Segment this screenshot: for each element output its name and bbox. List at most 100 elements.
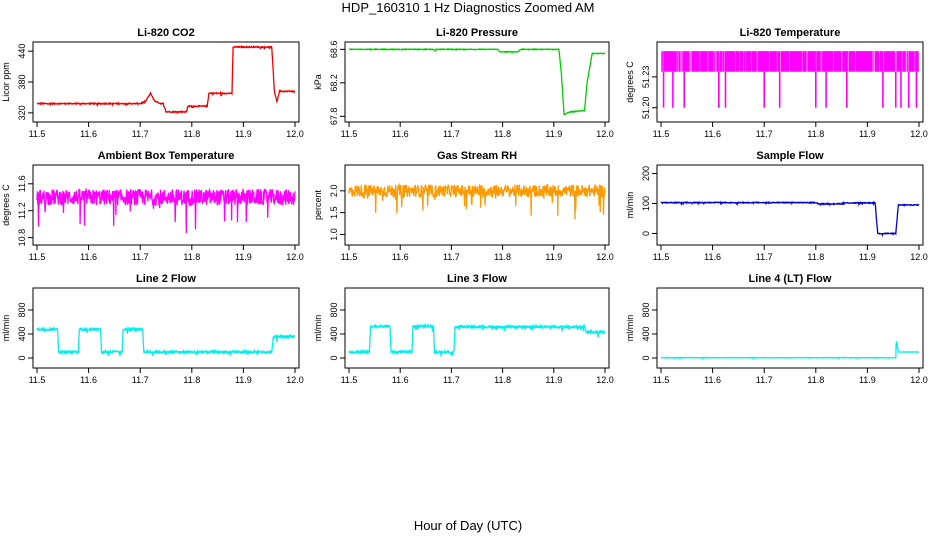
- x-tick-label: 11.8: [807, 129, 824, 139]
- y-axis-label: kPa: [313, 74, 323, 90]
- panel-title: Li-820 Pressure: [436, 27, 518, 39]
- y-tick-label: 11.2: [17, 202, 27, 219]
- x-tick-label: 11.9: [859, 375, 876, 385]
- plot-frame: [344, 287, 610, 369]
- series-line-1: [36, 44, 296, 115]
- panel-title: Line 3 Flow: [447, 273, 507, 285]
- x-tick-label: 11.6: [704, 252, 721, 262]
- panel-title: Line 2 Flow: [136, 273, 196, 285]
- y-tick-label: 11.6: [17, 175, 27, 192]
- panel-title: Line 4 (LT) Flow: [749, 273, 832, 285]
- x-tick-label: 11.8: [494, 252, 511, 262]
- x-tick-label: 11.9: [859, 129, 876, 139]
- x-tick-label: 11.7: [132, 252, 149, 262]
- x-tick-label: 11.5: [653, 375, 670, 385]
- y-tick-label: 0: [641, 231, 651, 236]
- x-tick-label: 11.8: [183, 252, 200, 262]
- y-axis-label: ml/min: [1, 315, 11, 342]
- y-axis-label: percent: [313, 189, 323, 220]
- x-tick-label: 12.0: [596, 375, 614, 385]
- x-tick-label: 11.7: [756, 252, 773, 262]
- x-tick-label: 11.5: [341, 252, 358, 262]
- series-line-1: [660, 200, 920, 238]
- x-tick-label: 11.9: [235, 375, 252, 385]
- x-tick-label: 12.0: [286, 252, 304, 262]
- panel-7: Line 2 Flow ml/min 11.5 11.6 11.7 11.8 11.9 12.…: [1, 273, 304, 385]
- series-band: [661, 51, 919, 72]
- x-tick-label: 12.0: [596, 129, 614, 139]
- x-tick-label: 11.8: [183, 375, 200, 385]
- y-tick-label: 400: [17, 326, 27, 341]
- panel-title: Sample Flow: [756, 150, 824, 162]
- x-tick-label: 11.8: [807, 375, 824, 385]
- series-line-1: [348, 182, 606, 220]
- y-tick-label: 0: [641, 355, 651, 360]
- plot-frame: [32, 164, 300, 246]
- series-line-1: [36, 187, 296, 234]
- plot-frame: [344, 164, 610, 246]
- y-tick-label: 1.0: [329, 228, 339, 241]
- x-tick-label: 11.5: [341, 129, 358, 139]
- y-tick-label: 2.0: [329, 185, 339, 198]
- x-tick-label: 12.0: [286, 129, 304, 139]
- x-tick-label: 11.7: [443, 129, 460, 139]
- y-tick-label: 51.20: [641, 96, 651, 119]
- panel-8: Line 3 Flow ml/min 11.5 11.6 11.7 11.8 11.9 12.…: [313, 273, 614, 385]
- y-tick-label: 800: [641, 302, 651, 317]
- x-tick-label: 11.9: [545, 375, 562, 385]
- panel-5: Gas Stream RH percent 11.5 11.6 11.7 11.8 11.9…: [313, 150, 614, 262]
- series-line-1: [36, 325, 296, 357]
- panel-title: Ambient Box Temperature: [98, 150, 235, 162]
- x-tick-label: 11.5: [653, 252, 670, 262]
- x-tick-label: 12.0: [286, 375, 304, 385]
- x-tick-label: 12.0: [910, 375, 928, 385]
- y-tick-label: 320: [17, 105, 27, 120]
- x-tick-label: 11.6: [80, 129, 97, 139]
- panel-title: Li-820 CO2: [137, 27, 194, 39]
- panel-9: Line 4 (LT) Flow ml/min 11.5 11.6 11.7 11.8 11…: [625, 273, 928, 385]
- y-tick-label: 400: [641, 326, 651, 341]
- x-axis-label: Hour of Day (UTC): [413, 518, 523, 533]
- plot-frame: [32, 287, 300, 369]
- x-tick-label: 11.7: [132, 375, 149, 385]
- x-tick-label: 11.6: [392, 252, 409, 262]
- panel-title: Gas Stream RH: [437, 150, 517, 162]
- figure-title: HDP_160310 1 Hz Diagnostics Zoomed AM: [341, 0, 595, 15]
- x-tick-label: 11.6: [80, 252, 97, 262]
- x-tick-label: 11.9: [235, 129, 252, 139]
- x-tick-label: 11.5: [653, 129, 670, 139]
- x-tick-label: 11.8: [494, 375, 511, 385]
- y-tick-label: 1.5: [329, 206, 339, 219]
- y-tick-label: 67.8: [329, 108, 339, 126]
- x-tick-label: 11.5: [29, 129, 46, 139]
- series-line-1: [348, 47, 606, 116]
- x-tick-label: 11.7: [443, 252, 460, 262]
- x-tick-label: 11.7: [756, 129, 773, 139]
- x-tick-label: 11.6: [704, 129, 721, 139]
- y-tick-label: 400: [329, 326, 339, 341]
- y-axis-label: degrees C: [1, 184, 11, 226]
- panel-6: Sample Flow ml/min 11.5 11.6 11.7 11.8 11.9 12.…: [625, 150, 928, 262]
- y-tick-label: 68.2: [329, 74, 339, 92]
- x-tick-label: 12.0: [596, 252, 614, 262]
- x-tick-label: 11.9: [235, 252, 252, 262]
- y-tick-label: 100: [641, 196, 651, 211]
- y-axis-label: degrees C: [625, 61, 635, 103]
- panel-title: Li-820 Temperature: [740, 27, 841, 39]
- y-tick-label: 51.23: [641, 66, 651, 89]
- panel-1: Li-820 CO2 Licor ppm 11.5 11.6 11.7 11.8 11.9 1…: [1, 27, 304, 139]
- y-tick-label: 0: [17, 355, 27, 360]
- x-tick-label: 11.8: [183, 129, 200, 139]
- x-tick-label: 11.8: [807, 252, 824, 262]
- x-tick-label: 11.5: [341, 375, 358, 385]
- series-line-1: [660, 341, 919, 360]
- y-axis-label: ml/min: [625, 192, 635, 219]
- x-tick-label: 11.7: [443, 375, 460, 385]
- x-tick-label: 11.5: [29, 375, 46, 385]
- series-line-1: [348, 322, 606, 357]
- x-tick-label: 11.9: [545, 129, 562, 139]
- x-tick-label: 11.9: [859, 252, 876, 262]
- y-tick-label: 0: [329, 355, 339, 360]
- x-tick-label: 11.8: [494, 129, 511, 139]
